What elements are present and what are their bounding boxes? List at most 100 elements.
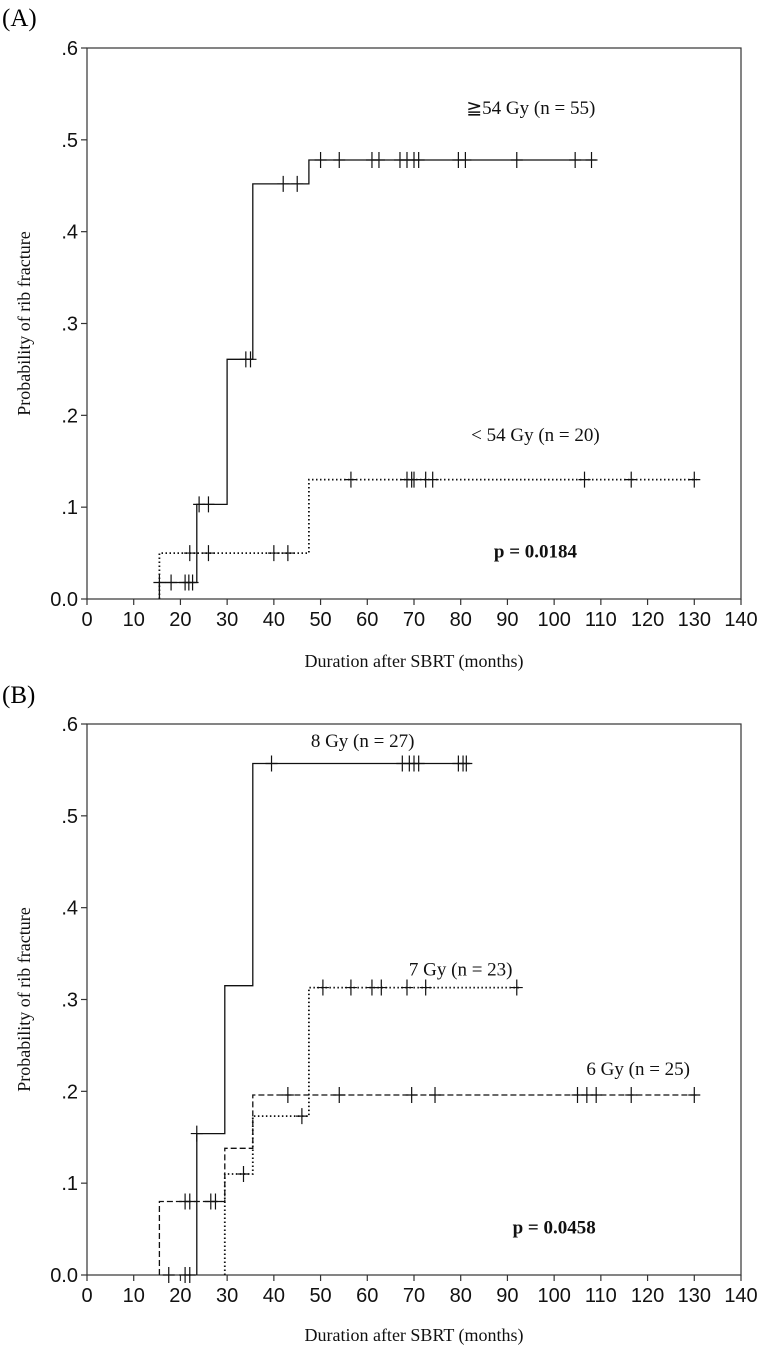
censor-mark — [314, 152, 327, 169]
censor-mark — [400, 979, 413, 996]
censor-mark — [510, 152, 523, 169]
censor-mark — [412, 152, 425, 169]
censor-mark — [344, 471, 357, 488]
y-tick-label: .2 — [61, 405, 78, 427]
plot-frame — [86, 47, 742, 600]
x-tick-label: 10 — [123, 1285, 145, 1307]
y-tick-label: .2 — [61, 1081, 78, 1103]
x-tick-label: 110 — [585, 1285, 617, 1307]
x-tick-label: 130 — [678, 1285, 711, 1307]
y-tick-label: .3 — [61, 314, 78, 336]
censor-mark — [281, 545, 294, 562]
series-label: 8 Gy (n = 27) — [311, 731, 415, 752]
censor-mark — [408, 471, 420, 488]
x-tick-label: 110 — [585, 609, 617, 631]
censor-mark — [291, 175, 304, 192]
x-tick-label: 120 — [631, 609, 664, 631]
censor-mark — [585, 152, 598, 169]
x-tick-label: 60 — [356, 609, 378, 631]
censor-mark — [429, 1087, 442, 1104]
p-value-annotation: p = 0.0458 — [513, 1218, 596, 1239]
panel-label: (A) — [2, 5, 37, 32]
y-tick-label: .5 — [61, 130, 78, 152]
panel-label: (B) — [2, 682, 35, 709]
censor-mark — [688, 1087, 701, 1104]
y-tick-label: .1 — [61, 1173, 78, 1195]
x-tick-label: 70 — [403, 1285, 425, 1307]
y-axis-label: Probability of rib fracture — [14, 231, 34, 415]
censor-mark — [333, 1087, 346, 1104]
y-tick-label: .4 — [61, 898, 78, 920]
series-dotted — [162, 979, 523, 1283]
x-tick-label: 0 — [81, 609, 92, 631]
censor-mark — [244, 351, 257, 368]
chart-panel-1: (A) 0.0 .1 .2 .3 .4 .5 .6 0 10 20 30 40 50 60 70 80 90 100… — [2, 5, 758, 672]
x-tick-label: 20 — [169, 609, 191, 631]
censor-mark — [237, 1165, 250, 1182]
x-tick-label: 90 — [496, 609, 518, 631]
y-tick-label: .6 — [61, 38, 78, 60]
censor-mark — [625, 1087, 638, 1104]
x-axis-label: Duration after SBRT (months) — [304, 1325, 523, 1346]
censor-mark — [426, 471, 439, 488]
plot-frame — [86, 723, 742, 1276]
censor-mark — [209, 1193, 222, 1210]
y-tick-label: .4 — [61, 222, 78, 244]
y-tick-label: .6 — [61, 714, 78, 736]
censor-mark — [277, 175, 290, 192]
series-label: ≧54 Gy (n = 55) — [466, 98, 595, 119]
x-tick-label: 40 — [263, 609, 285, 631]
censor-mark — [190, 1125, 203, 1142]
x-tick-label: 50 — [309, 609, 331, 631]
censor-mark — [688, 471, 701, 488]
y-axis-label: Probability of rib fracture — [14, 907, 34, 1091]
x-tick-label: 70 — [403, 609, 425, 631]
censor-mark — [405, 1087, 418, 1104]
censor-mark — [460, 755, 473, 772]
censor-mark — [162, 1267, 175, 1283]
y-tick-label: .5 — [61, 806, 78, 828]
censor-mark — [267, 545, 280, 562]
x-tick-label: 140 — [724, 609, 757, 631]
censor-mark — [578, 471, 591, 488]
censor-mark — [202, 496, 215, 513]
censor-mark — [569, 152, 582, 169]
km-curve — [158, 478, 697, 599]
x-tick-label: 20 — [169, 1285, 191, 1307]
censor-mark — [375, 979, 388, 996]
x-tick-label: 100 — [537, 609, 570, 631]
x-tick-label: 10 — [123, 609, 145, 631]
censor-mark — [412, 755, 425, 772]
y-tick-label: 0.0 — [50, 589, 78, 611]
censor-mark — [590, 1087, 603, 1104]
censor-mark — [183, 1193, 196, 1210]
x-tick-label: 50 — [309, 1285, 331, 1307]
x-axis-label: Duration after SBRT (months) — [304, 651, 523, 672]
series-dotted — [158, 471, 701, 599]
censor-mark — [202, 545, 215, 562]
x-tick-label: 90 — [496, 1285, 518, 1307]
x-tick-label: 120 — [631, 1285, 664, 1307]
y-tick-label: .3 — [61, 990, 78, 1012]
x-tick-label: 60 — [356, 1285, 378, 1307]
x-tick-label: 130 — [678, 609, 711, 631]
x-tick-label: 100 — [537, 1285, 570, 1307]
series-solid — [153, 152, 598, 599]
censor-mark — [419, 979, 432, 996]
censor-mark — [344, 979, 357, 996]
censor-mark — [265, 755, 278, 772]
x-tick-label: 30 — [216, 609, 238, 631]
censor-mark — [316, 979, 329, 996]
censor-mark — [333, 152, 346, 169]
series-solid — [190, 755, 473, 1275]
censor-mark — [183, 545, 196, 562]
series-label: 6 Gy (n = 25) — [586, 1059, 690, 1080]
x-tick-label: 140 — [724, 1285, 757, 1307]
x-tick-label: 80 — [450, 1285, 472, 1307]
censor-mark — [295, 1108, 308, 1125]
censor-mark — [183, 1267, 196, 1283]
km-curve — [158, 159, 597, 599]
censor-mark — [165, 574, 178, 591]
km-curve — [158, 1094, 697, 1275]
